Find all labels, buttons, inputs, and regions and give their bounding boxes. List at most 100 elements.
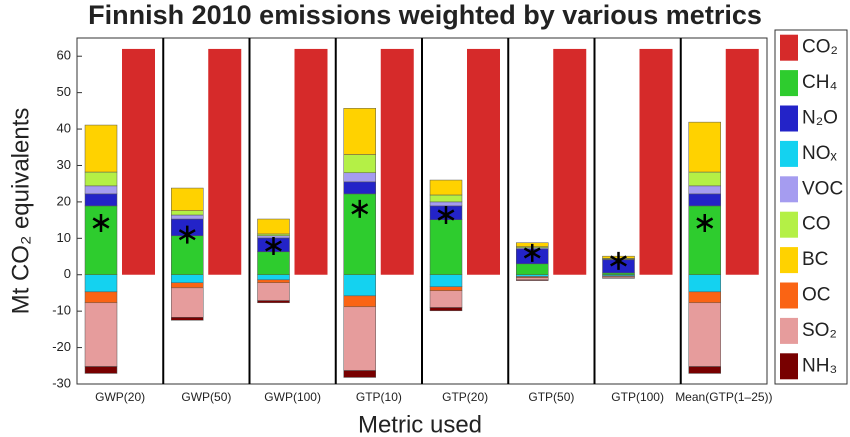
- legend-swatch: [780, 211, 798, 238]
- bar-segment: [257, 233, 290, 237]
- net-marker: [178, 225, 196, 244]
- legend-label: SO₂: [802, 320, 837, 341]
- bar-segment: [257, 282, 290, 301]
- legend-swatch: [780, 105, 798, 132]
- bar-segment: [688, 185, 721, 195]
- bar-segment: [429, 194, 463, 203]
- y-tick-label: 0: [64, 266, 71, 281]
- y-tick-label: 30: [57, 157, 71, 172]
- bar-segment: [257, 300, 290, 304]
- bar-segment: [84, 185, 118, 195]
- bar-segment: [171, 317, 204, 321]
- bar-segment: [343, 370, 376, 378]
- legend-label: BC: [802, 249, 828, 270]
- bar-segment: [429, 307, 463, 312]
- bar: [639, 48, 673, 275]
- bar-segment: [171, 210, 204, 216]
- y-axis-title: Mt CO₂ equivalents: [7, 108, 34, 315]
- bar: [380, 48, 414, 275]
- bar-segment: [84, 291, 118, 304]
- y-tick-label: 20: [57, 193, 71, 208]
- legend-swatch: [780, 176, 798, 203]
- bar-segment: [84, 193, 118, 207]
- x-tick-label: GTP(20): [442, 390, 488, 404]
- net-marker: [610, 251, 627, 270]
- bar-segment: [429, 179, 463, 196]
- bar-segment: [257, 218, 290, 235]
- bar-segment: [257, 251, 290, 275]
- legend-label: NH₃: [802, 355, 837, 376]
- net-marker: [92, 214, 110, 233]
- bar-segment: [343, 172, 376, 183]
- bar: [294, 48, 328, 275]
- legend-swatch: [780, 282, 798, 309]
- bar: [122, 48, 155, 275]
- net-marker: [437, 206, 455, 225]
- bar-segment: [429, 290, 463, 308]
- x-tick-label: GTP(10): [356, 390, 402, 404]
- x-tick-label: GWP(20): [95, 390, 145, 404]
- bar-segment: [516, 279, 549, 281]
- bar-segment: [429, 286, 463, 292]
- net-marker: [351, 199, 369, 218]
- legend-label: CO₂: [802, 37, 838, 58]
- y-tick-label: -10: [52, 303, 71, 318]
- legend-label: N₂O: [802, 108, 838, 129]
- x-tick-label: GTP(50): [528, 390, 574, 404]
- bar-segment: [429, 274, 463, 288]
- bar-segment: [429, 201, 463, 207]
- bar-segment: [688, 366, 721, 374]
- legend-swatch: [780, 353, 798, 380]
- net-marker: [523, 243, 541, 262]
- legend-label: CO: [802, 214, 831, 235]
- bar-segment: [688, 121, 721, 173]
- bar-segment: [688, 302, 721, 367]
- legend-swatch: [780, 34, 798, 61]
- y-tick-label: -20: [52, 339, 71, 354]
- bar-segment: [343, 154, 376, 174]
- bar-segment: [171, 274, 204, 283]
- bar: [467, 48, 500, 275]
- x-tick-label: Mean(GTP(1–25)): [675, 390, 772, 404]
- legend-swatch: [780, 247, 798, 274]
- bar-segment: [688, 193, 721, 207]
- y-tick-label: 10: [57, 230, 71, 245]
- bar-segment: [171, 287, 204, 318]
- chart-title: Finnish 2010 emissions weighted by vario…: [88, 0, 762, 30]
- legend-swatch: [780, 317, 798, 344]
- bar-segment: [343, 274, 376, 297]
- y-tick-label: 60: [57, 48, 71, 63]
- bar: [553, 48, 587, 275]
- bar-segment: [343, 181, 376, 195]
- bar-segment: [688, 171, 721, 187]
- bar-segment: [516, 274, 549, 277]
- x-axis-title: Metric used: [358, 411, 482, 437]
- bar-segment: [171, 187, 204, 211]
- bar-segment: [257, 274, 290, 281]
- legend-label: VOC: [802, 178, 843, 199]
- bar-segment: [343, 295, 376, 308]
- bar-segment: [171, 282, 204, 289]
- net-marker: [696, 214, 714, 233]
- x-tick-label: GWP(50): [181, 390, 231, 404]
- bar-segment: [343, 108, 376, 155]
- legend-label: OC: [802, 285, 831, 306]
- bar-segment: [343, 306, 376, 371]
- bar-segment: [171, 214, 204, 220]
- y-tick-label: -30: [52, 375, 71, 390]
- bar-segment: [516, 263, 549, 275]
- y-tick-label: 40: [57, 120, 71, 135]
- legend-label: CH₄: [802, 72, 837, 93]
- bar-segment: [84, 124, 118, 173]
- bar-segment: [84, 366, 118, 374]
- x-tick-label: GWP(100): [264, 390, 321, 404]
- bar-segment: [688, 291, 721, 304]
- bar-segment: [602, 272, 635, 275]
- bar-segment: [84, 302, 118, 367]
- legend-swatch: [780, 70, 798, 97]
- legend-swatch: [780, 140, 798, 167]
- bar-segment: [429, 219, 463, 275]
- x-tick-label: GTP(100): [611, 390, 664, 404]
- y-tick-label: 50: [57, 84, 71, 99]
